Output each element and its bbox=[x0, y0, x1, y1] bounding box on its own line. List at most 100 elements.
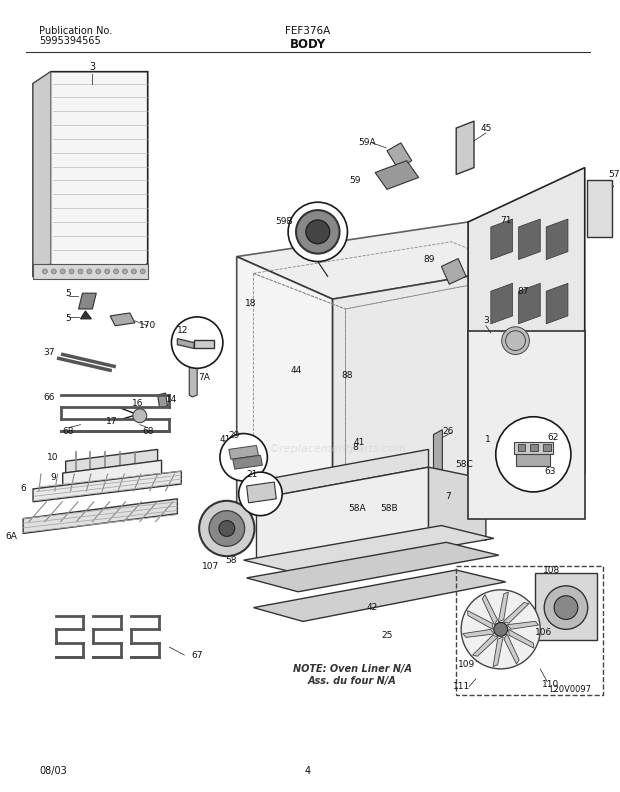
Polygon shape bbox=[433, 429, 442, 484]
Text: 17: 17 bbox=[107, 417, 118, 426]
Circle shape bbox=[105, 269, 110, 274]
Text: L20V0097: L20V0097 bbox=[549, 685, 591, 694]
Polygon shape bbox=[546, 219, 568, 260]
Text: BODY: BODY bbox=[290, 38, 326, 51]
Polygon shape bbox=[493, 637, 503, 667]
Text: Publication No.: Publication No. bbox=[39, 26, 112, 36]
Text: 111: 111 bbox=[453, 682, 470, 691]
Polygon shape bbox=[81, 311, 91, 319]
Text: 58A: 58A bbox=[348, 505, 366, 513]
Text: 18: 18 bbox=[245, 299, 256, 307]
Circle shape bbox=[96, 269, 101, 274]
Polygon shape bbox=[33, 471, 181, 502]
Text: 7: 7 bbox=[445, 493, 451, 501]
Text: 12: 12 bbox=[177, 326, 188, 335]
Polygon shape bbox=[498, 592, 508, 622]
Polygon shape bbox=[463, 630, 494, 638]
Text: 5: 5 bbox=[66, 314, 71, 323]
Circle shape bbox=[140, 269, 145, 274]
Circle shape bbox=[51, 269, 56, 274]
Text: 10: 10 bbox=[47, 453, 58, 462]
Bar bbox=[535, 573, 596, 640]
Polygon shape bbox=[232, 455, 262, 469]
Polygon shape bbox=[110, 313, 135, 326]
Circle shape bbox=[78, 269, 83, 274]
Circle shape bbox=[113, 269, 118, 274]
Polygon shape bbox=[254, 570, 506, 622]
Polygon shape bbox=[518, 219, 540, 260]
Circle shape bbox=[461, 590, 540, 669]
Polygon shape bbox=[375, 161, 418, 189]
Polygon shape bbox=[546, 348, 568, 388]
Bar bbox=[456, 566, 603, 695]
Polygon shape bbox=[504, 634, 519, 664]
Text: 109: 109 bbox=[458, 661, 475, 669]
Polygon shape bbox=[237, 222, 555, 299]
Text: 25: 25 bbox=[381, 630, 392, 640]
Circle shape bbox=[87, 269, 92, 274]
Circle shape bbox=[131, 269, 136, 274]
Text: 62: 62 bbox=[547, 433, 559, 442]
Polygon shape bbox=[433, 482, 443, 504]
Text: 16: 16 bbox=[132, 399, 144, 409]
Polygon shape bbox=[428, 467, 486, 540]
Text: 59B: 59B bbox=[275, 218, 293, 227]
Circle shape bbox=[69, 269, 74, 274]
Text: 71: 71 bbox=[500, 215, 511, 224]
Polygon shape bbox=[79, 293, 96, 309]
Polygon shape bbox=[456, 121, 474, 174]
Polygon shape bbox=[177, 339, 194, 348]
Text: 67: 67 bbox=[192, 650, 203, 660]
Text: 3: 3 bbox=[483, 316, 489, 326]
Circle shape bbox=[123, 269, 128, 274]
Text: 87: 87 bbox=[518, 287, 529, 295]
Polygon shape bbox=[467, 611, 493, 630]
Text: 58B: 58B bbox=[380, 505, 398, 513]
Text: ©replacementparts.com: ©replacementparts.com bbox=[268, 444, 407, 455]
Text: 08/03: 08/03 bbox=[39, 766, 67, 775]
Text: Ass. du four N/A: Ass. du four N/A bbox=[308, 676, 397, 686]
Text: 107: 107 bbox=[202, 562, 219, 570]
Circle shape bbox=[502, 327, 529, 355]
Circle shape bbox=[60, 269, 65, 274]
Text: 7A: 7A bbox=[198, 373, 210, 382]
Polygon shape bbox=[66, 449, 157, 473]
Text: 59A: 59A bbox=[358, 139, 376, 147]
Circle shape bbox=[42, 269, 47, 274]
Polygon shape bbox=[482, 595, 497, 625]
Polygon shape bbox=[33, 72, 148, 276]
Text: 4: 4 bbox=[305, 766, 311, 775]
Polygon shape bbox=[257, 449, 428, 499]
Text: 5: 5 bbox=[66, 288, 71, 298]
Polygon shape bbox=[516, 455, 550, 466]
Polygon shape bbox=[508, 630, 534, 648]
Polygon shape bbox=[33, 72, 51, 276]
Polygon shape bbox=[244, 526, 494, 573]
Text: 14: 14 bbox=[166, 395, 177, 405]
Polygon shape bbox=[472, 635, 498, 657]
Polygon shape bbox=[491, 284, 513, 324]
Polygon shape bbox=[237, 257, 332, 508]
Text: 8: 8 bbox=[353, 443, 358, 452]
Text: 59: 59 bbox=[350, 176, 361, 185]
Polygon shape bbox=[189, 359, 197, 397]
Text: NOTE: Oven Liner N/A: NOTE: Oven Liner N/A bbox=[293, 664, 412, 674]
Text: 1: 1 bbox=[485, 435, 490, 444]
Polygon shape bbox=[518, 284, 540, 324]
Circle shape bbox=[209, 511, 245, 546]
Text: 5995394565: 5995394565 bbox=[39, 36, 100, 46]
Circle shape bbox=[296, 210, 340, 253]
Bar bbox=[518, 444, 525, 451]
Text: 26: 26 bbox=[443, 427, 454, 436]
Text: 63: 63 bbox=[544, 466, 556, 476]
Text: 66: 66 bbox=[43, 394, 55, 402]
Bar bbox=[543, 444, 551, 451]
Text: 9: 9 bbox=[50, 473, 56, 482]
Text: 57: 57 bbox=[609, 170, 620, 179]
Text: 106: 106 bbox=[534, 628, 552, 637]
Circle shape bbox=[239, 472, 282, 516]
Circle shape bbox=[496, 417, 571, 492]
Polygon shape bbox=[513, 443, 553, 455]
Text: 68: 68 bbox=[63, 427, 74, 436]
Polygon shape bbox=[247, 543, 498, 592]
